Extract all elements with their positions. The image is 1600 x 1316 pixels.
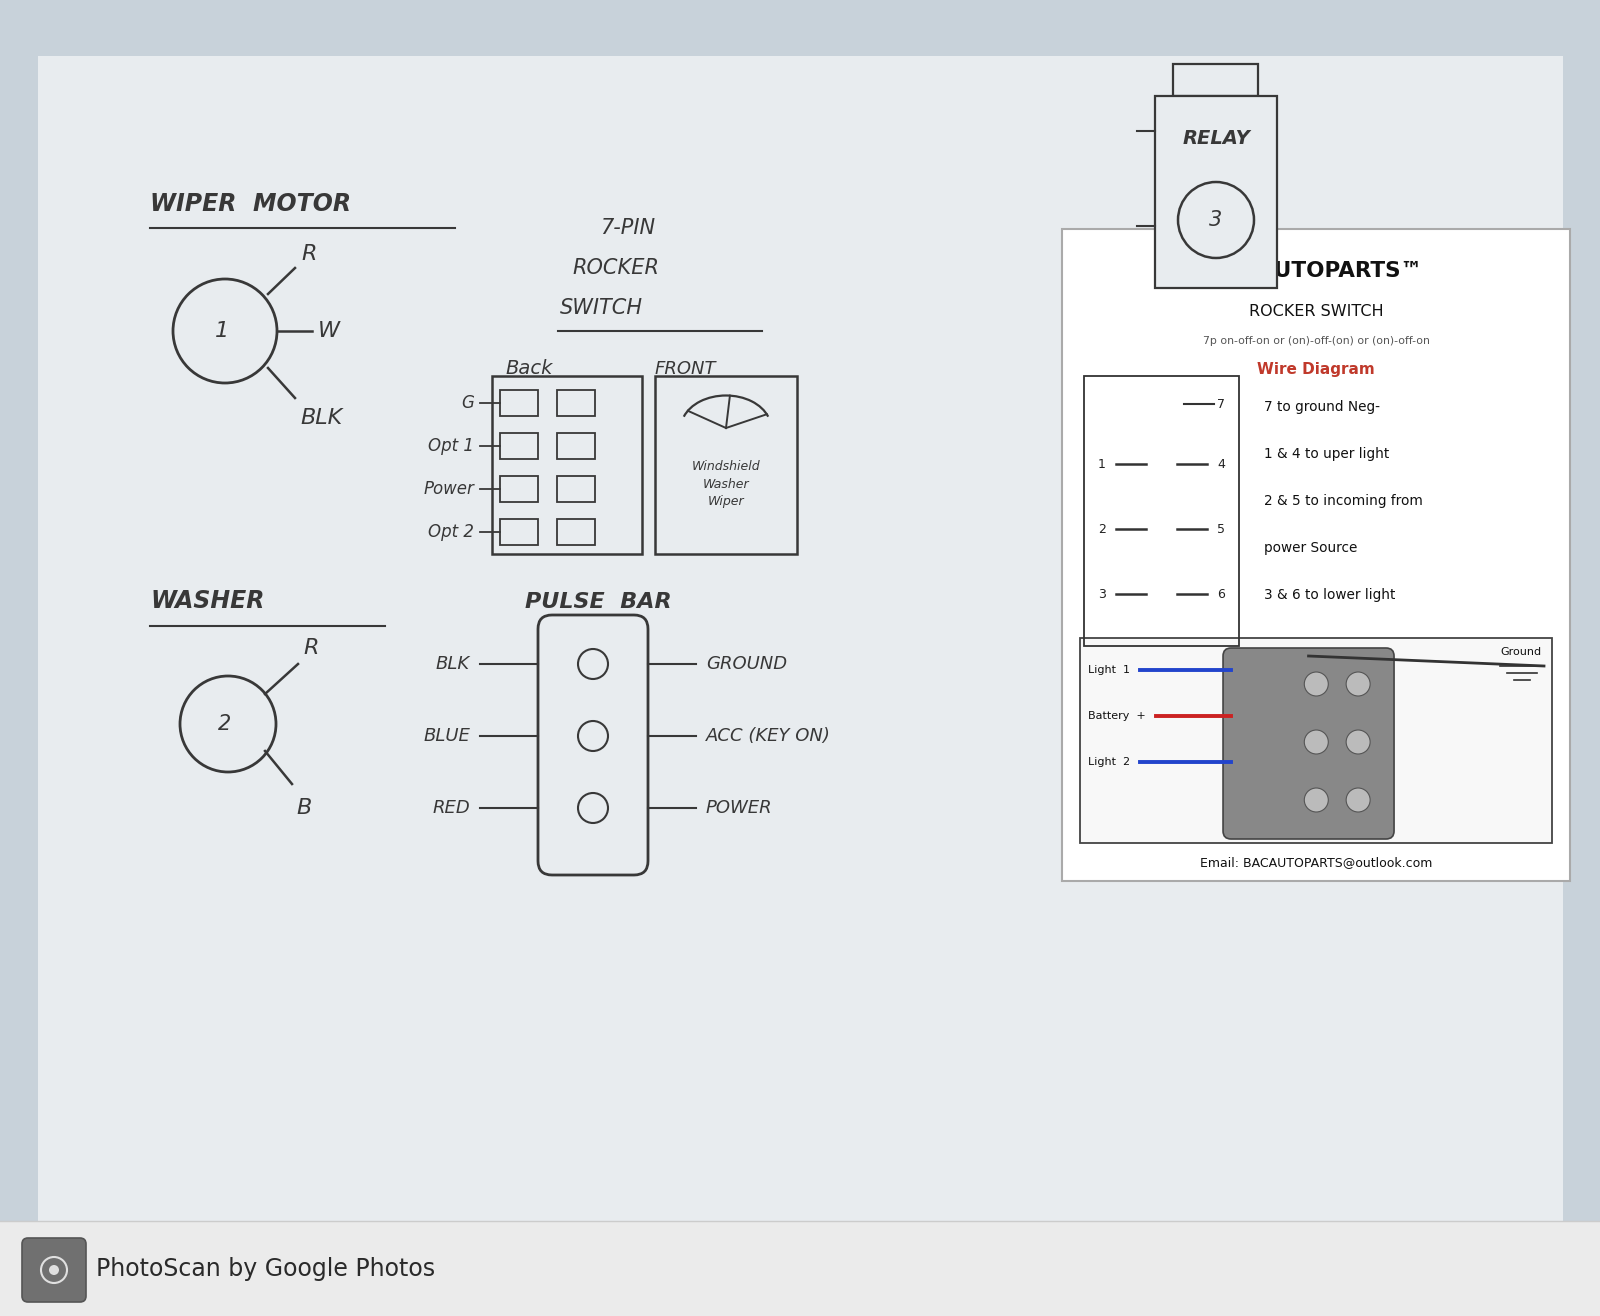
Text: RELAY: RELAY bbox=[1182, 129, 1250, 147]
Bar bbox=[1173, 64, 1258, 96]
Text: Ground: Ground bbox=[1501, 647, 1541, 657]
Text: 5: 5 bbox=[1218, 522, 1226, 536]
Text: 3 & 6 to lower light: 3 & 6 to lower light bbox=[1264, 588, 1395, 601]
Text: 7p on-off-on or (on)-off-(on) or (on)-off-on: 7p on-off-on or (on)-off-(on) or (on)-of… bbox=[1203, 336, 1429, 346]
Bar bbox=[499, 519, 538, 545]
Text: BACAUTOPARTS™: BACAUTOPARTS™ bbox=[1210, 261, 1422, 282]
Text: Power: Power bbox=[422, 480, 474, 497]
Bar bbox=[557, 433, 595, 459]
Circle shape bbox=[1304, 788, 1328, 812]
Text: Opt 2: Opt 2 bbox=[429, 522, 474, 541]
Text: Opt 1: Opt 1 bbox=[429, 437, 474, 455]
Text: ROCKER: ROCKER bbox=[573, 258, 659, 278]
Text: 1: 1 bbox=[1098, 458, 1106, 471]
Text: 2: 2 bbox=[1098, 522, 1106, 536]
Text: Light  2: Light 2 bbox=[1088, 757, 1130, 767]
Text: R: R bbox=[302, 638, 318, 658]
Text: WASHER: WASHER bbox=[150, 590, 264, 613]
Text: B: B bbox=[296, 797, 312, 819]
Text: W: W bbox=[318, 321, 339, 341]
FancyBboxPatch shape bbox=[1222, 647, 1394, 840]
Text: Battery  +: Battery + bbox=[1088, 711, 1146, 721]
Text: GROUND: GROUND bbox=[706, 655, 787, 672]
Text: G: G bbox=[461, 393, 474, 412]
Text: R: R bbox=[301, 243, 317, 265]
FancyBboxPatch shape bbox=[22, 1238, 86, 1302]
Text: BLK: BLK bbox=[435, 655, 470, 672]
Text: Wire Diagram: Wire Diagram bbox=[1258, 362, 1374, 376]
Text: ACC (KEY ON): ACC (KEY ON) bbox=[706, 726, 830, 745]
Bar bbox=[1085, 376, 1238, 646]
Text: 3: 3 bbox=[1210, 211, 1222, 230]
Bar bbox=[1080, 638, 1552, 844]
Bar bbox=[499, 390, 538, 416]
Text: PhotoScan by Google Photos: PhotoScan by Google Photos bbox=[96, 1257, 435, 1280]
Circle shape bbox=[1304, 730, 1328, 754]
Bar bbox=[499, 433, 538, 459]
Text: PULSE  BAR: PULSE BAR bbox=[525, 592, 672, 612]
Bar bbox=[557, 519, 595, 545]
Circle shape bbox=[1346, 788, 1370, 812]
Text: 6: 6 bbox=[1218, 587, 1226, 600]
FancyBboxPatch shape bbox=[0, 1221, 1600, 1316]
Text: 7: 7 bbox=[1218, 397, 1226, 411]
FancyBboxPatch shape bbox=[38, 57, 1563, 1221]
Text: 7-PIN: 7-PIN bbox=[600, 218, 654, 238]
Text: Back: Back bbox=[506, 359, 552, 378]
Text: Windshield
Washer
Wiper: Windshield Washer Wiper bbox=[691, 459, 760, 508]
Text: Light  1: Light 1 bbox=[1088, 665, 1130, 675]
Text: Email: BACAUTOPARTS@outlook.com: Email: BACAUTOPARTS@outlook.com bbox=[1200, 857, 1432, 870]
Bar bbox=[1155, 96, 1277, 288]
Text: ROCKER SWITCH: ROCKER SWITCH bbox=[1248, 304, 1384, 318]
Circle shape bbox=[50, 1265, 59, 1275]
Bar bbox=[654, 376, 797, 554]
Text: FRONT: FRONT bbox=[654, 361, 717, 378]
Text: BLUE: BLUE bbox=[422, 726, 470, 745]
Bar bbox=[557, 390, 595, 416]
Text: SWITCH: SWITCH bbox=[560, 297, 643, 318]
Text: RED: RED bbox=[432, 799, 470, 817]
Text: BLK: BLK bbox=[301, 408, 342, 428]
Text: WIPER  MOTOR: WIPER MOTOR bbox=[150, 192, 350, 216]
FancyBboxPatch shape bbox=[1062, 229, 1570, 880]
Circle shape bbox=[1346, 672, 1370, 696]
Text: 4: 4 bbox=[1218, 458, 1226, 471]
Text: power Source: power Source bbox=[1264, 541, 1357, 555]
Text: 1: 1 bbox=[214, 321, 229, 341]
Circle shape bbox=[1346, 730, 1370, 754]
Circle shape bbox=[1304, 672, 1328, 696]
Text: 2: 2 bbox=[218, 715, 232, 734]
Bar bbox=[493, 376, 642, 554]
Text: 7 to ground Neg-: 7 to ground Neg- bbox=[1264, 400, 1379, 415]
Text: POWER: POWER bbox=[706, 799, 773, 817]
Text: 2 & 5 to incoming from: 2 & 5 to incoming from bbox=[1264, 494, 1422, 508]
Text: 3: 3 bbox=[1098, 587, 1106, 600]
Bar bbox=[499, 476, 538, 501]
Bar bbox=[557, 476, 595, 501]
Text: 1 & 4 to uper light: 1 & 4 to uper light bbox=[1264, 447, 1389, 461]
